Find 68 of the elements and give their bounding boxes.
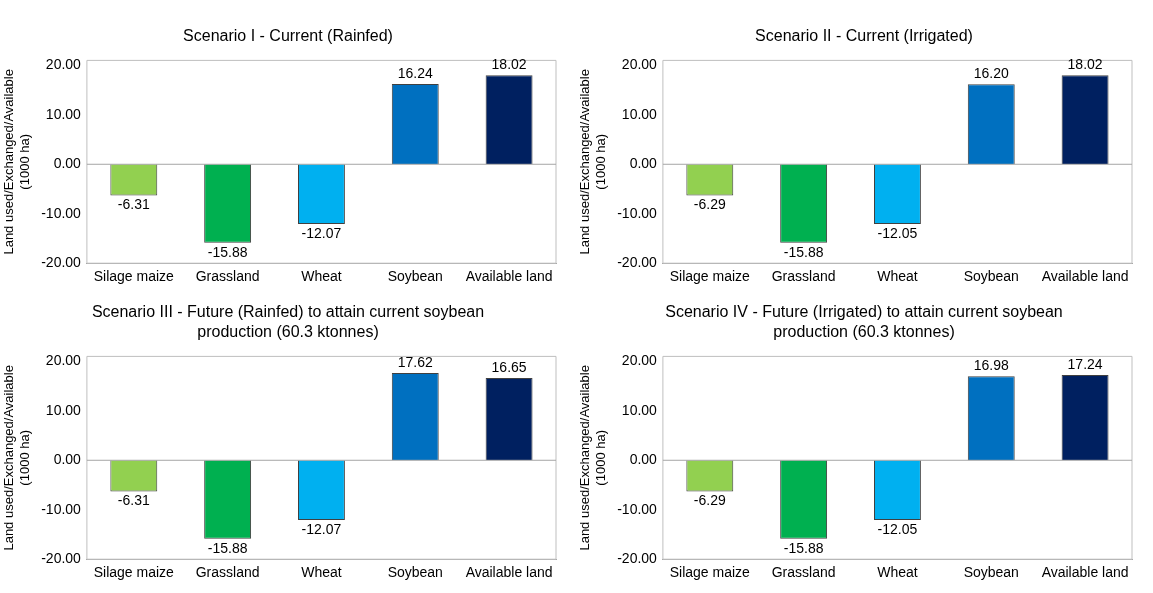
- y-tick-label: 0.00: [629, 451, 658, 468]
- chart-title: Scenario III - Future (Rainfed) to attain current soybean production (60.3 ktonnes): [90, 302, 486, 342]
- data-label: -12.05: [877, 520, 918, 537]
- data-label: -15.88: [207, 539, 248, 556]
- y-tick-label: -20.00: [617, 550, 658, 567]
- y-tick-label: 20.00: [45, 56, 82, 73]
- data-label: -6.29: [693, 492, 726, 509]
- data-label: -6.31: [117, 492, 150, 509]
- x-tick-label: Soybean: [963, 564, 1019, 581]
- y-tick-label: -10.00: [41, 500, 82, 517]
- data-label: -15.88: [783, 539, 824, 556]
- x-tick-label: Silage maize: [669, 564, 751, 581]
- x-tick-label: Available land: [1041, 564, 1129, 581]
- y-tick-label: -20.00: [41, 550, 82, 567]
- x-tick-label: Silage maize: [93, 564, 175, 581]
- x-tick-label: Soybean: [387, 564, 443, 581]
- data-label: -15.88: [783, 243, 824, 260]
- y-axis-title: Land used/Exchanged/Available (1000 ha): [577, 365, 608, 551]
- x-tick-label: Soybean: [963, 268, 1019, 285]
- x-tick-label: Available land: [1041, 268, 1129, 285]
- data-label: 18.02: [491, 56, 527, 72]
- y-tick-label: 0.00: [53, 451, 82, 468]
- y-axis-title: Land used/Exchanged/Available (1000 ha): [577, 69, 608, 255]
- chart-title: Scenario II - Current (Irrigated): [755, 26, 973, 46]
- x-tick-label: Wheat: [877, 564, 918, 581]
- y-tick-label: 10.00: [45, 401, 82, 418]
- y-tick-label: 10.00: [45, 105, 82, 122]
- data-label: 17.24: [1067, 355, 1103, 372]
- y-tick-label: 0.00: [53, 155, 82, 172]
- data-label: -12.05: [877, 224, 918, 241]
- x-tick-label: Grassland: [195, 564, 260, 581]
- data-label: 16.65: [491, 358, 527, 375]
- y-axis-title: Land used/Exchanged/Available (1000 ha): [1, 365, 32, 551]
- data-label: 16.20: [973, 65, 1009, 81]
- x-tick-label: Wheat: [301, 564, 342, 581]
- data-label: 18.02: [1067, 56, 1103, 72]
- y-tick-label: -20.00: [617, 254, 658, 271]
- y-tick-label: -20.00: [41, 254, 82, 271]
- y-tick-label: -10.00: [617, 500, 658, 517]
- x-tick-label: Grassland: [771, 268, 836, 285]
- y-tick-label: 20.00: [45, 352, 82, 369]
- data-label: 16.98: [973, 357, 1009, 374]
- x-tick-label: Wheat: [301, 268, 342, 285]
- x-tick-label: Silage maize: [669, 268, 751, 285]
- x-tick-label: Grassland: [195, 268, 260, 285]
- chart-title: Scenario IV - Future (Irrigated) to attain current soybean production (60.3 ktonnes): [664, 302, 1064, 342]
- y-tick-label: 20.00: [621, 352, 658, 369]
- y-tick-label: 10.00: [621, 105, 658, 122]
- y-tick-label: 20.00: [621, 56, 658, 73]
- data-label: 17.62: [397, 353, 433, 370]
- y-tick-label: 0.00: [629, 155, 658, 172]
- y-tick-label: 10.00: [621, 401, 658, 418]
- data-label: -12.07: [301, 224, 342, 241]
- data-label: 16.24: [397, 64, 433, 81]
- x-tick-label: Soybean: [387, 268, 443, 285]
- y-tick-label: -10.00: [617, 204, 658, 221]
- y-axis-title: Land used/Exchanged/Available (1000 ha): [1, 69, 32, 255]
- x-tick-label: Available land: [465, 564, 553, 581]
- x-tick-label: Grassland: [771, 564, 836, 581]
- data-label: -6.31: [117, 196, 150, 213]
- data-label: -12.07: [301, 520, 342, 537]
- x-tick-label: Silage maize: [93, 268, 175, 285]
- data-label: -15.88: [207, 243, 248, 260]
- y-tick-label: -10.00: [41, 204, 82, 221]
- chart-title: Scenario I - Current (Rainfed): [183, 26, 393, 46]
- x-tick-label: Wheat: [877, 268, 918, 285]
- data-label: -6.29: [693, 196, 726, 213]
- x-tick-label: Available land: [465, 268, 553, 285]
